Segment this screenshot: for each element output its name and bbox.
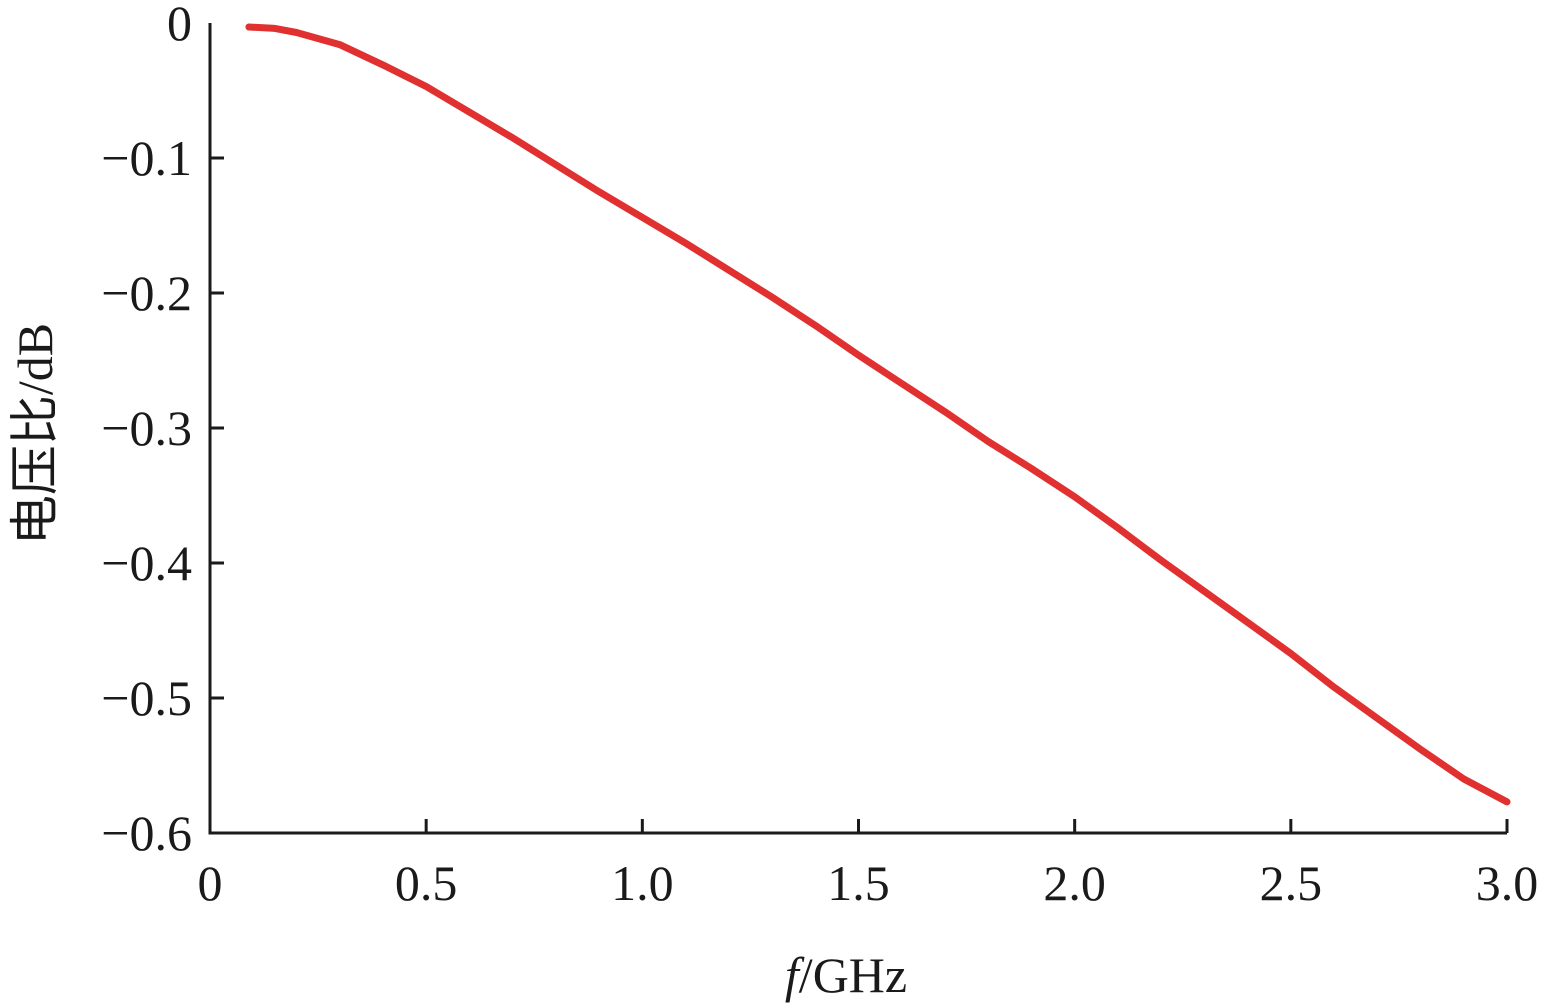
- data-point: [466, 109, 472, 115]
- data-point: [1288, 650, 1294, 656]
- y-tick-label: −0.1: [101, 130, 192, 186]
- data-point: [856, 352, 861, 358]
- x-ticks: 0 0.5 1.0 1.5 2.0 2.5 3.0: [198, 819, 1539, 911]
- data-point: [1201, 588, 1207, 594]
- data-point: [1158, 557, 1164, 563]
- x-tick-label: 1.0: [611, 855, 674, 911]
- data-point: [1374, 715, 1380, 721]
- data-point: [272, 25, 278, 31]
- y-tick-label: −0.4: [101, 535, 192, 591]
- data-point: [1072, 494, 1078, 500]
- data-point: [985, 439, 991, 444]
- data-point: [1504, 799, 1510, 805]
- data-point: [726, 267, 732, 273]
- data-point: [942, 409, 948, 415]
- series-line: [245, 23, 1511, 806]
- x-tick-label: 0.5: [395, 855, 458, 911]
- data-point: [1461, 776, 1467, 782]
- data-point: [639, 214, 645, 220]
- data-point: [553, 162, 559, 168]
- data-point: [337, 42, 343, 48]
- data-point: [1245, 619, 1251, 625]
- series-group: [245, 23, 1511, 806]
- x-tick-label: 1.5: [827, 855, 890, 911]
- data-point: [293, 29, 299, 35]
- y-ticks: 0 −0.1 −0.2 −0.3 −0.4 −0.5 −0.6: [101, 0, 224, 861]
- data-point: [423, 83, 429, 89]
- data-point: [1331, 684, 1337, 690]
- data-point: [596, 189, 602, 195]
- x-tick-label: 2.0: [1043, 855, 1106, 911]
- data-point: [683, 240, 689, 246]
- data-point: [812, 322, 818, 328]
- y-tick-label: −0.3: [101, 400, 192, 456]
- x-axis-label-unit: /GHz: [799, 947, 907, 1003]
- data-point: [1028, 466, 1034, 471]
- data-point: [510, 135, 516, 141]
- x-tick-label: 2.5: [1260, 855, 1323, 911]
- y-axis-label: 电压比/dB: [7, 323, 63, 545]
- x-tick-label: 3.0: [1476, 855, 1539, 911]
- y-tick-label: −0.5: [101, 670, 192, 726]
- data-point: [1115, 525, 1121, 531]
- x-tick-label: 0: [198, 855, 223, 911]
- y-tick-label: −0.2: [101, 265, 192, 321]
- axes: [208, 23, 1509, 835]
- data-point: [380, 62, 386, 68]
- data-point: [899, 380, 905, 386]
- data-point: [246, 24, 252, 30]
- y-tick-label: 0: [167, 0, 192, 51]
- x-axis-label: f/GHz: [785, 947, 907, 1003]
- y-tick-label: −0.6: [101, 805, 192, 861]
- data-point: [1418, 746, 1424, 752]
- data-point: [769, 294, 775, 300]
